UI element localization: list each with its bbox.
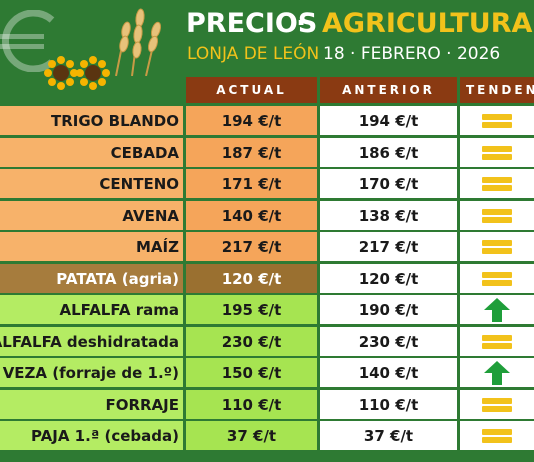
header-banner: PRECIOS · AGRICULTURA LONJA DE LEÓN 18 ·…: [0, 0, 534, 90]
previous-price: 110 €/t: [320, 390, 457, 419]
previous-price: 190 €/t: [320, 295, 457, 324]
actual-price: 37 €/t: [186, 421, 317, 450]
previous-price: 230 €/t: [320, 327, 457, 356]
equal-icon: [482, 397, 512, 413]
product-name: MAÍZ: [0, 232, 183, 261]
table-row: ALFALFA deshidratada 230 €/t 230 €/t: [0, 327, 534, 356]
actual-price: 195 €/t: [186, 295, 317, 324]
trend-cell: [460, 169, 534, 198]
sunflower-icon: [76, 56, 110, 90]
actual-price: 187 €/t: [186, 138, 317, 167]
equal-icon: [482, 239, 512, 255]
product-name: AVENA: [0, 201, 183, 230]
equal-icon: [482, 271, 512, 287]
actual-price: 230 €/t: [186, 327, 317, 356]
table-row: ALFALFA rama 195 €/t 190 €/t: [0, 295, 534, 324]
product-name: PATATA (agria): [0, 264, 183, 293]
market-name: LONJA DE LEÓN: [187, 44, 320, 64]
actual-price: 171 €/t: [186, 169, 317, 198]
actual-price: 150 €/t: [186, 358, 317, 387]
report-date: 18 · FEBRERO · 2026: [323, 44, 501, 64]
up-arrow-icon: [484, 297, 510, 322]
wheat-icon: [115, 8, 162, 76]
actual-price: 194 €/t: [186, 106, 317, 135]
trend-cell: [460, 327, 534, 356]
title-precios: PRECIOS: [186, 8, 318, 39]
previous-price: 217 €/t: [320, 232, 457, 261]
product-name: FORRAJE: [0, 390, 183, 419]
product-name: PAJA 1.ª (cebada): [0, 421, 183, 450]
table-row: FORRAJE 110 €/t 110 €/t: [0, 390, 534, 419]
table-row: CENTENO 171 €/t 170 €/t: [0, 169, 534, 198]
table-row: TRIGO BLANDO 194 €/t 194 €/t: [0, 106, 534, 135]
euro-icon: [0, 10, 55, 72]
product-name: VEZA (forraje de 1.º): [0, 358, 183, 387]
actual-price: 140 €/t: [186, 201, 317, 230]
trend-cell: [460, 232, 534, 261]
product-name: CEBADA: [0, 138, 183, 167]
trend-cell: [460, 201, 534, 230]
actual-price: 217 €/t: [186, 232, 317, 261]
trend-cell: [460, 421, 534, 450]
sunflower-icon: [44, 56, 78, 90]
actual-price: 110 €/t: [186, 390, 317, 419]
table-row: MAÍZ 217 €/t 217 €/t: [0, 232, 534, 261]
product-name: TRIGO BLANDO: [0, 106, 183, 135]
previous-price: 120 €/t: [320, 264, 457, 293]
previous-price: 170 €/t: [320, 169, 457, 198]
table-row: VEZA (forraje de 1.º) 150 €/t 140 €/t: [0, 358, 534, 387]
equal-icon: [482, 428, 512, 444]
trend-cell: [460, 106, 534, 135]
equal-icon: [482, 176, 512, 192]
table-row: PAJA 1.ª (cebada) 37 €/t 37 €/t: [0, 421, 534, 450]
trend-cell: [460, 264, 534, 293]
column-header-anterior: ANTERIOR: [320, 77, 457, 103]
previous-price: 140 €/t: [320, 358, 457, 387]
trend-cell: [460, 390, 534, 419]
column-header-tendencia: TENDENCIA: [460, 77, 534, 103]
trend-cell: [460, 295, 534, 324]
product-name: ALFALFA rama: [0, 295, 183, 324]
column-header-actual: ACTUAL: [186, 77, 317, 103]
table-row: AVENA 140 €/t 138 €/t: [0, 201, 534, 230]
trend-cell: [460, 358, 534, 387]
product-name: CENTENO: [0, 169, 183, 198]
previous-price: 138 €/t: [320, 201, 457, 230]
table-row: PATATA (agria) 120 €/t 120 €/t: [0, 264, 534, 293]
equal-icon: [482, 208, 512, 224]
trend-cell: [460, 138, 534, 167]
actual-price: 120 €/t: [186, 264, 317, 293]
title-separator: ·: [296, 8, 307, 39]
equal-icon: [482, 145, 512, 161]
title-agricultura: AGRICULTURA: [322, 8, 533, 39]
table-row: CEBADA 187 €/t 186 €/t: [0, 138, 534, 167]
previous-price: 186 €/t: [320, 138, 457, 167]
up-arrow-icon: [484, 360, 510, 385]
product-name: ALFALFA deshidratada: [0, 327, 183, 356]
equal-icon: [482, 334, 512, 350]
previous-price: 37 €/t: [320, 421, 457, 450]
previous-price: 194 €/t: [320, 106, 457, 135]
equal-icon: [482, 113, 512, 129]
